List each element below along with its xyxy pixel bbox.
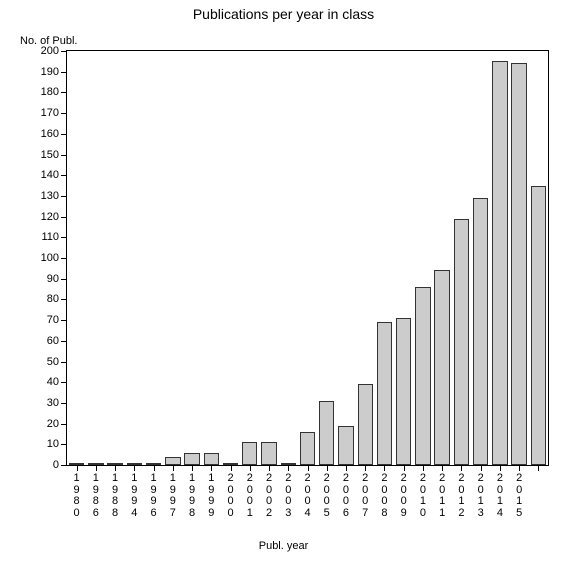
x-tick	[250, 465, 251, 471]
bar	[454, 219, 469, 465]
y-tick-label: 160	[41, 128, 67, 140]
x-tick-label: 1 9 8 6	[93, 473, 99, 519]
x-tick-label: 2 0 0 4	[304, 473, 310, 519]
x-tick-label: 2 0 0 0	[227, 473, 233, 519]
x-tick-label: 2 0 0 8	[381, 473, 387, 519]
y-tick-label: 170	[41, 107, 67, 119]
x-tick-label: 1 9 9 6	[151, 473, 157, 519]
x-tick	[231, 465, 232, 471]
bar	[473, 198, 488, 465]
bar	[261, 442, 276, 465]
bar	[358, 384, 373, 465]
x-tick-label: 1 9 9 8	[189, 473, 195, 519]
bar	[531, 186, 546, 465]
x-tick	[481, 465, 482, 471]
y-tick-label: 60	[47, 335, 67, 347]
x-tick	[96, 465, 97, 471]
y-tick-label: 200	[41, 45, 67, 57]
bar	[300, 432, 315, 465]
y-tick-label: 40	[47, 376, 67, 388]
y-tick-label: 190	[41, 66, 67, 78]
x-tick-label: 2 0 0 6	[343, 473, 349, 519]
x-tick-label: 2 0 0 7	[362, 473, 368, 519]
bar	[338, 426, 353, 465]
x-tick	[404, 465, 405, 471]
x-axis-label: Publ. year	[0, 540, 567, 552]
bar	[434, 270, 449, 465]
x-tick	[519, 465, 520, 471]
bar	[165, 457, 180, 465]
x-tick	[327, 465, 328, 471]
y-tick-label: 180	[41, 86, 67, 98]
plot-area: 0102030405060708090100110120130140150160…	[66, 50, 549, 466]
x-tick-label: 2 0 1 2	[458, 473, 464, 519]
bar	[319, 401, 334, 465]
x-tick	[346, 465, 347, 471]
x-tick	[538, 465, 539, 471]
x-tick-label: 2 0 0 2	[266, 473, 272, 519]
y-tick-label: 90	[47, 273, 67, 285]
y-tick-label: 130	[41, 190, 67, 202]
bar	[204, 453, 219, 465]
x-tick-label: 1 9 9 9	[208, 473, 214, 519]
bar	[377, 322, 392, 465]
x-tick	[461, 465, 462, 471]
x-tick	[134, 465, 135, 471]
chart-title: Publications per year in class	[0, 6, 567, 22]
y-tick-label: 10	[47, 438, 67, 450]
x-tick	[211, 465, 212, 471]
x-tick-label: 2 0 1 0	[420, 473, 426, 519]
x-tick	[365, 465, 366, 471]
x-tick	[308, 465, 309, 471]
x-tick-label: 1 9 8 8	[112, 473, 118, 519]
y-tick-label: 20	[47, 418, 67, 430]
y-tick-label: 50	[47, 356, 67, 368]
y-tick-label: 140	[41, 169, 67, 181]
bar	[415, 287, 430, 465]
y-tick-label: 70	[47, 314, 67, 326]
x-tick-label: 2 0 0 9	[401, 473, 407, 519]
bar	[396, 318, 411, 465]
y-tick-label: 100	[41, 252, 67, 264]
x-tick	[173, 465, 174, 471]
x-tick	[500, 465, 501, 471]
x-tick-label: 1 9 9 4	[131, 473, 137, 519]
x-tick	[77, 465, 78, 471]
y-tick-label: 120	[41, 211, 67, 223]
bar	[184, 453, 199, 465]
y-tick-label: 150	[41, 149, 67, 161]
x-tick	[269, 465, 270, 471]
x-tick-label: 2 0 1 4	[497, 473, 503, 519]
x-tick-label: 2 0 1 3	[478, 473, 484, 519]
x-tick	[154, 465, 155, 471]
x-tick	[384, 465, 385, 471]
bar	[511, 63, 526, 465]
chart-container: Publications per year in class No. of Pu…	[0, 0, 567, 567]
x-tick-label: 1 9 9 7	[170, 473, 176, 519]
bar	[242, 442, 257, 465]
y-tick-label: 0	[53, 459, 67, 471]
x-tick-label: 2 0 1 5	[516, 473, 522, 519]
x-tick-label: 1 9 8 0	[74, 473, 80, 519]
x-tick	[115, 465, 116, 471]
bar	[492, 61, 507, 465]
x-tick-label: 2 0 0 1	[247, 473, 253, 519]
y-tick-label: 30	[47, 397, 67, 409]
x-tick	[423, 465, 424, 471]
x-tick	[288, 465, 289, 471]
x-tick-label: 2 0 0 3	[285, 473, 291, 519]
y-tick-label: 110	[41, 231, 67, 243]
x-tick	[442, 465, 443, 471]
x-tick-label: 2 0 0 5	[324, 473, 330, 519]
x-tick-label: 2 0 1 1	[439, 473, 445, 519]
y-tick-label: 80	[47, 293, 67, 305]
x-tick	[192, 465, 193, 471]
